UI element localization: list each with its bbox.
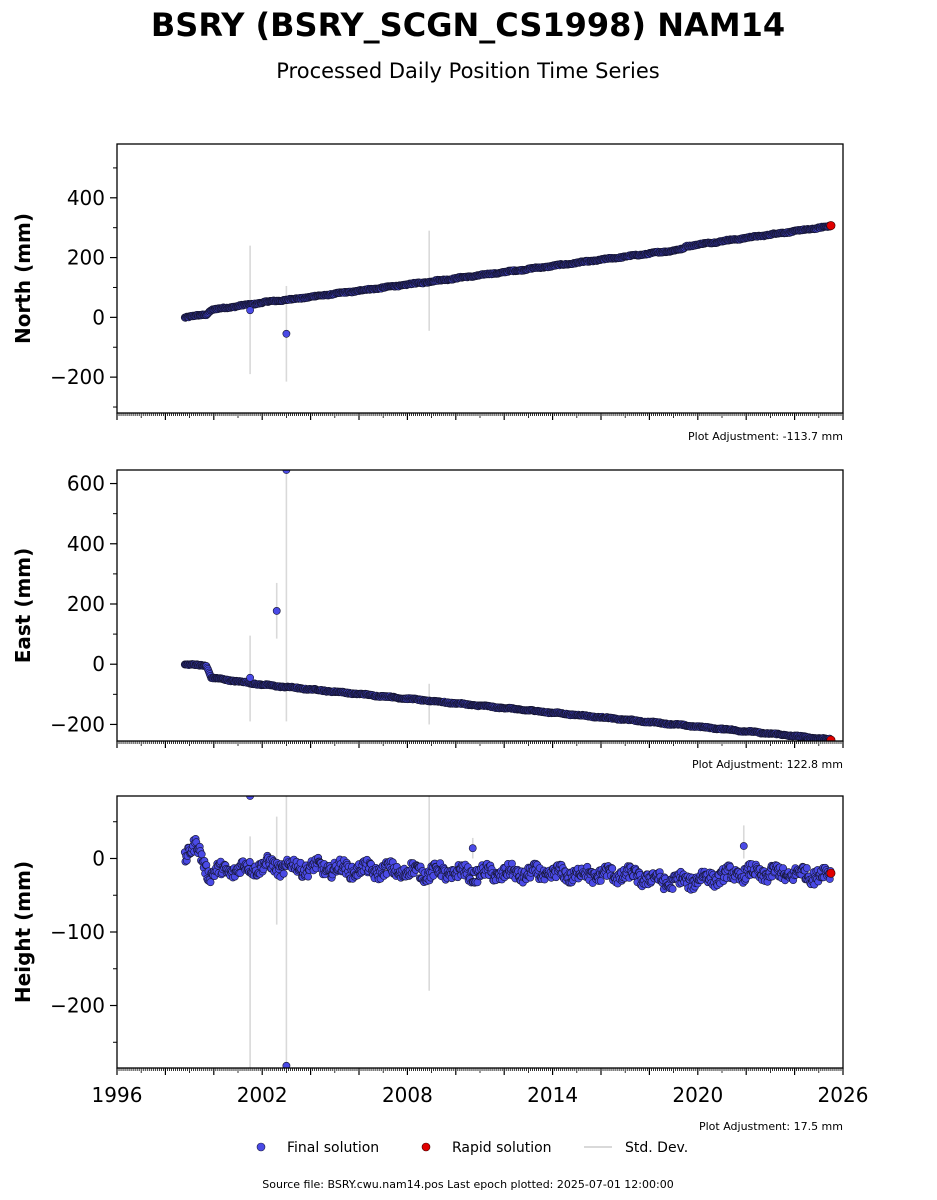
rapid-point [826, 868, 836, 878]
legend-final-label: Final solution [287, 1140, 379, 1156]
final-point [668, 885, 677, 893]
final-point [197, 850, 206, 859]
panel-2: −200 0 200 400 600 East (mm) Plot Adjustment: … [11, 469, 844, 771]
final-solution-series [180, 835, 835, 894]
panels: −200 0 200 400 North (mm) Plot Adjustment: -1… [11, 143, 869, 1133]
y-tick-label: 200 [67, 246, 105, 270]
plot-adjustment-note: Plot Adjustment: 17.5 mm [699, 1120, 843, 1133]
y-tick-label: 0 [92, 652, 105, 676]
plot-adjustment-note: Plot Adjustment: 122.8 mm [692, 758, 843, 771]
legend-final-marker [256, 1142, 266, 1152]
rapid-point [826, 735, 836, 741]
final-point [304, 872, 312, 881]
final-point [206, 878, 215, 887]
x-tick-label: 2026 [818, 1083, 869, 1107]
plot-area [180, 470, 836, 741]
panel-3: −200 −100 0 1996 2002 2008 2014 2020 2026 Height … [11, 795, 869, 1133]
legend-stddev-label: Std. Dev. [625, 1140, 688, 1156]
legend-rapid-label: Rapid solution [452, 1140, 552, 1156]
panel-frame [116, 795, 844, 1069]
y-tick-label: −100 [50, 920, 105, 944]
y-tick-label: −200 [50, 712, 105, 736]
chart-title: BSRY (BSRY_SCGN_CS1998) NAM14 [151, 6, 785, 44]
plot-area [180, 796, 836, 1068]
y-tick-label: −200 [50, 365, 105, 389]
outlier-point [282, 470, 291, 474]
y-axis-label: East (mm) [11, 548, 35, 664]
final-point [608, 864, 617, 873]
outlier-point [282, 329, 291, 338]
outlier-point [246, 673, 254, 682]
final-point [596, 877, 605, 885]
y-axis-label: North (mm) [11, 213, 35, 344]
y-tick-label: 400 [67, 186, 105, 210]
final-point [802, 864, 811, 872]
outlier-point [468, 844, 477, 853]
x-tick-label: 1996 [92, 1083, 143, 1107]
y-tick-label: 600 [67, 472, 105, 496]
legend: Final solution Rapid solution Std. Dev. [256, 1140, 688, 1156]
plot-adjustment-note: Plot Adjustment: -113.7 mm [688, 430, 843, 443]
x-tick-label: 2014 [527, 1083, 578, 1107]
outlier-point [739, 842, 748, 850]
rapid-point [826, 221, 836, 231]
y-tick-label: 0 [92, 305, 105, 329]
plot-area [180, 221, 836, 382]
x-tick-label: 2008 [382, 1083, 433, 1107]
chart-subtitle: Processed Daily Position Time Series [276, 59, 660, 83]
y-tick-label: 200 [67, 592, 105, 616]
y-tick-label: 0 [92, 846, 105, 870]
x-tick-label: 2020 [672, 1083, 723, 1107]
outlier-point [246, 306, 254, 315]
panel-1: −200 0 200 400 North (mm) Plot Adjustment: -1… [11, 143, 844, 443]
legend-rapid-marker [421, 1142, 431, 1152]
y-axis-label: Height (mm) [11, 861, 35, 1003]
y-tick-label: 400 [67, 532, 105, 556]
final-solution-series [180, 221, 835, 322]
source-note: Source file: BSRY.cwu.nam14.pos Last epo… [262, 1178, 673, 1191]
outlier-point [272, 607, 281, 615]
panel-frame [116, 469, 844, 742]
y-tick-label: −200 [50, 994, 105, 1018]
x-tick-label: 2002 [237, 1083, 288, 1107]
final-point [279, 869, 288, 878]
final-solution-series [180, 660, 835, 741]
